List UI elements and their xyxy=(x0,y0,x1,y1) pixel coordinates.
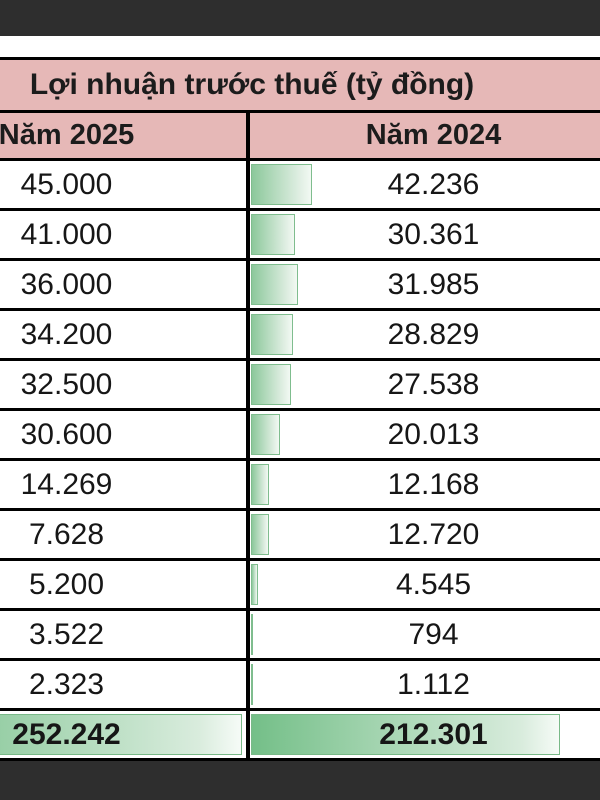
table-row: 7.628 12.720 xyxy=(0,511,600,561)
data-bar xyxy=(0,714,242,755)
cell-2024: 794 xyxy=(250,611,600,658)
table-row: 36.000 31.985 xyxy=(0,261,600,311)
table-body: 45.000 42.236 41.000 30.361 36.000 31.985 34.2… xyxy=(0,161,600,761)
data-bar xyxy=(251,564,258,605)
cell-value: 3.522 xyxy=(28,617,105,651)
cell-value: 28.829 xyxy=(387,317,480,351)
table-row: 34.200 28.829 xyxy=(0,311,600,361)
cell-value: 30.361 xyxy=(387,217,480,251)
cell-2024: 12.168 xyxy=(250,461,600,508)
data-bar xyxy=(251,664,253,705)
cell-value: 4.545 xyxy=(395,567,472,601)
cell-2024: 31.985 xyxy=(250,261,600,308)
cell-2025: 7.628 xyxy=(0,511,250,558)
cell-value: 12.168 xyxy=(387,467,480,501)
cell-value: 27.538 xyxy=(387,367,480,401)
cell-2024: 42.236 xyxy=(250,161,600,208)
data-bar xyxy=(251,414,281,455)
cell-2024: 12.720 xyxy=(250,511,600,558)
cell-2025: 5.200 xyxy=(0,561,250,608)
cell-2025: 32.500 xyxy=(0,361,250,408)
data-bar xyxy=(251,714,560,755)
data-bar xyxy=(251,264,298,305)
cell-2025: 45.000 xyxy=(0,161,250,208)
cell-2025: 36.000 xyxy=(0,261,250,308)
data-bar xyxy=(251,314,293,355)
table-header-row: Năm 2025 Năm 2024 xyxy=(0,113,600,161)
cell-value: 41.000 xyxy=(20,217,113,251)
table-row: 41.000 30.361 xyxy=(0,211,600,261)
data-bar xyxy=(251,164,313,205)
column-header-2025: Năm 2025 xyxy=(0,113,250,158)
cell-value: 34.200 xyxy=(20,317,113,351)
cell-2025: 41.000 xyxy=(0,211,250,258)
cell-2025: 2.323 xyxy=(0,661,250,708)
cell-2024: 212.301 xyxy=(250,711,600,758)
cell-2024: 28.829 xyxy=(250,311,600,358)
column-header-2024: Năm 2024 xyxy=(365,119,502,151)
cell-value: 252.242 xyxy=(12,717,121,751)
cell-value: 31.985 xyxy=(387,267,480,301)
cell-value: 42.236 xyxy=(387,167,480,201)
data-bar xyxy=(251,214,296,255)
cell-value: 30.600 xyxy=(20,417,113,451)
cell-2025: 14.269 xyxy=(0,461,250,508)
table-row: 3.522 794 xyxy=(0,611,600,661)
cell-2024: 30.361 xyxy=(250,211,600,258)
cell-2024: 1.112 xyxy=(250,661,600,708)
cell-value: 794 xyxy=(408,617,459,651)
table-row: 32.500 27.538 xyxy=(0,361,600,411)
cell-2025: 34.200 xyxy=(0,311,250,358)
cell-2024: 27.538 xyxy=(250,361,600,408)
cell-value: 212.301 xyxy=(379,717,488,751)
data-bar xyxy=(251,364,292,405)
cell-2024: 4.545 xyxy=(250,561,600,608)
cell-value: 45.000 xyxy=(20,167,113,201)
table-row: 45.000 42.236 xyxy=(0,161,600,211)
table-row: 14.269 12.168 xyxy=(0,461,600,511)
cell-2025: 252.242 xyxy=(0,711,250,758)
table-row: 5.200 4.545 xyxy=(0,561,600,611)
data-bar xyxy=(251,464,269,505)
cell-value: 36.000 xyxy=(20,267,113,301)
cell-value: 14.269 xyxy=(20,467,113,501)
cell-value: 1.112 xyxy=(397,667,470,701)
cell-value: 32.500 xyxy=(20,367,113,401)
cell-value: 20.013 xyxy=(387,417,480,451)
cell-value: 12.720 xyxy=(387,517,480,551)
data-bar xyxy=(251,614,253,655)
table-title: Lợi nhuận trước thuế (tỷ đồng) xyxy=(0,60,600,113)
total-row: 252.242 212.301 xyxy=(0,711,600,761)
cell-value: 5.200 xyxy=(28,567,105,601)
cell-2025: 3.522 xyxy=(0,611,250,658)
cell-2024: 20.013 xyxy=(250,411,600,458)
table-row: 2.323 1.112 xyxy=(0,661,600,711)
profit-table: Lợi nhuận trước thuế (tỷ đồng) Năm 2025 … xyxy=(0,57,600,761)
table-row: 30.600 20.013 xyxy=(0,411,600,461)
cell-value: 2.323 xyxy=(28,667,105,701)
data-bar xyxy=(251,514,270,555)
image-content-area: Lợi nhuận trước thuế (tỷ đồng) Năm 2025 … xyxy=(0,36,600,761)
cell-value: 7.628 xyxy=(28,517,105,551)
cell-2025: 30.600 xyxy=(0,411,250,458)
